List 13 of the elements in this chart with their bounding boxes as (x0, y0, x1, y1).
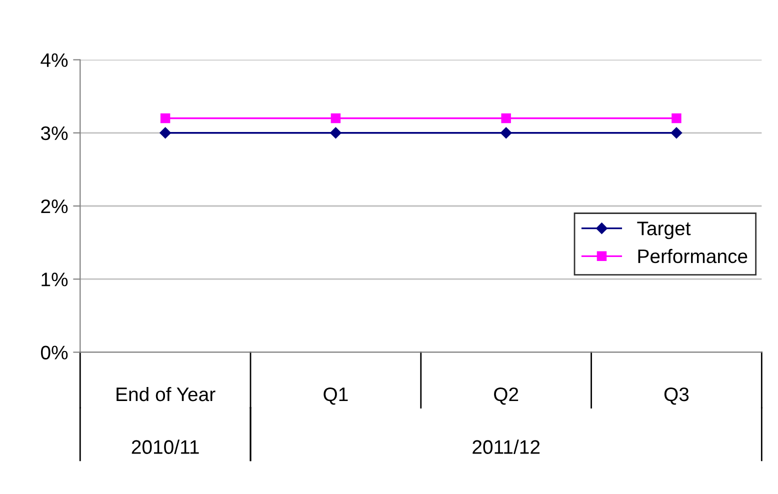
text: 2011/12 (472, 440, 540, 454)
y-tick-label: 4% (40, 53, 68, 67)
y-tick-label: 3% (40, 126, 68, 140)
y-tick-label: 0% (40, 346, 68, 360)
x-tick-label: Q3 (664, 387, 689, 405)
x-tick-label: End of Year (116, 386, 216, 402)
y-tick-label: 1% (42, 272, 68, 286)
legend-label: Target (637, 222, 691, 240)
legend-label: Performance (638, 248, 748, 264)
y-tick-label: 2% (41, 199, 68, 214)
x-tick-label: Q1 (324, 387, 348, 405)
text: 2010/11 (132, 440, 199, 454)
x-tick-label: Q2 (494, 387, 518, 405)
